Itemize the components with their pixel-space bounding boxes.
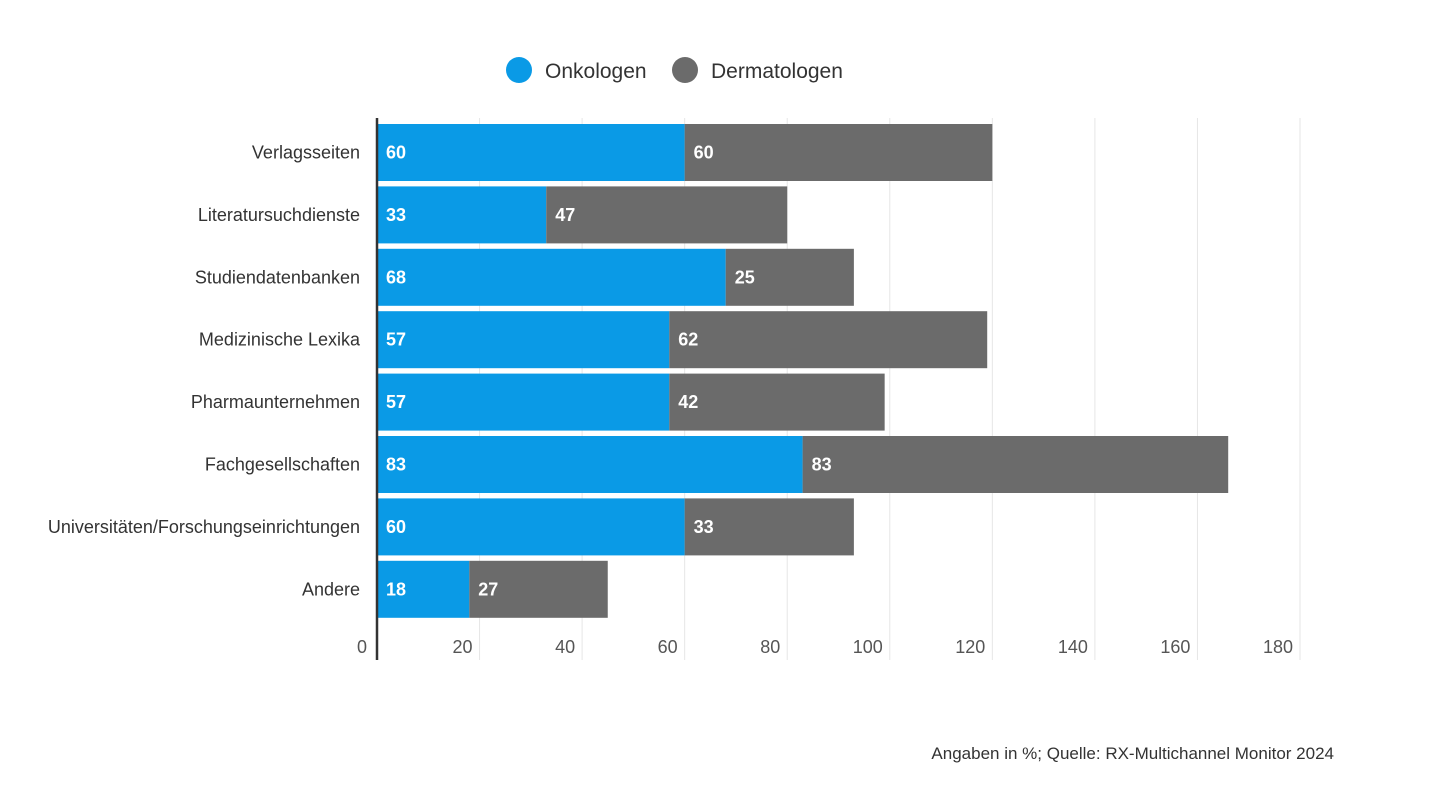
category-label-5: Fachgesellschaften — [205, 455, 360, 475]
bar-onkologen-4 — [377, 373, 670, 431]
legend-marker-dermatologen — [672, 57, 698, 83]
legend-marker-onkologen — [506, 57, 532, 83]
bar-label-onkologen-7: 18 — [386, 579, 406, 599]
bar-onkologen-3 — [377, 311, 670, 369]
bar-label-dermatologen-2: 25 — [735, 267, 755, 287]
bar-label-onkologen-1: 33 — [386, 205, 406, 225]
x-tick-label-40: 40 — [555, 637, 575, 657]
x-tick-label-160: 160 — [1160, 637, 1190, 657]
bar-label-onkologen-5: 83 — [386, 455, 406, 475]
bar-dermatologen-3 — [669, 311, 988, 369]
bar-onkologen-5 — [377, 436, 803, 493]
x-tick-label-0: 0 — [357, 637, 367, 657]
bar-onkologen-2 — [377, 248, 726, 306]
category-label-4: Pharmaunternehmen — [191, 392, 360, 412]
x-tick-label-140: 140 — [1058, 637, 1088, 657]
bar-label-onkologen-3: 57 — [386, 330, 406, 350]
bar-onkologen-0 — [377, 124, 685, 181]
x-tick-label-100: 100 — [853, 637, 883, 657]
legend-label-dermatologen: Dermatologen — [711, 60, 843, 83]
category-label-3: Medizinische Lexika — [199, 330, 361, 350]
bar-dermatologen-0 — [684, 124, 993, 181]
bar-dermatologen-4 — [669, 373, 885, 431]
x-tick-label-60: 60 — [658, 637, 678, 657]
bar-label-dermatologen-5: 83 — [812, 455, 832, 475]
bar-label-onkologen-0: 60 — [386, 143, 406, 163]
x-tick-label-180: 180 — [1263, 637, 1293, 657]
x-tick-label-120: 120 — [955, 637, 985, 657]
x-tick-label-20: 20 — [453, 637, 473, 657]
bar-label-dermatologen-7: 27 — [478, 579, 498, 599]
bar-dermatologen-6 — [684, 498, 854, 556]
x-tick-label-80: 80 — [760, 637, 780, 657]
bar-label-dermatologen-1: 47 — [555, 205, 575, 225]
category-label-0: Verlagsseiten — [252, 143, 360, 163]
bar-dermatologen-2 — [725, 248, 854, 306]
bar-dermatologen-1 — [546, 186, 788, 244]
bar-label-dermatologen-0: 60 — [694, 143, 714, 163]
bar-label-dermatologen-6: 33 — [694, 517, 714, 537]
category-label-7: Andere — [302, 579, 360, 599]
category-label-2: Studiendatenbanken — [195, 267, 360, 287]
bar-label-dermatologen-3: 62 — [678, 330, 698, 350]
bar-label-onkologen-4: 57 — [386, 392, 406, 412]
bar-onkologen-1 — [377, 186, 547, 244]
legend-label-onkologen: Onkologen — [545, 60, 647, 83]
category-label-1: Literatursuchdienste — [198, 205, 360, 225]
bar-label-onkologen-6: 60 — [386, 517, 406, 537]
category-label-6: Universitäten/Forschungseinrichtungen — [48, 517, 360, 537]
bar-onkologen-7 — [377, 560, 470, 618]
bar-label-dermatologen-4: 42 — [678, 392, 698, 412]
bar-dermatologen-7 — [469, 560, 608, 618]
bar-label-onkologen-2: 68 — [386, 267, 406, 287]
source-note: Angaben in %; Quelle: RX-Multichannel Mo… — [931, 744, 1334, 763]
bar-dermatologen-5 — [802, 436, 1229, 493]
bar-onkologen-6 — [377, 498, 685, 556]
